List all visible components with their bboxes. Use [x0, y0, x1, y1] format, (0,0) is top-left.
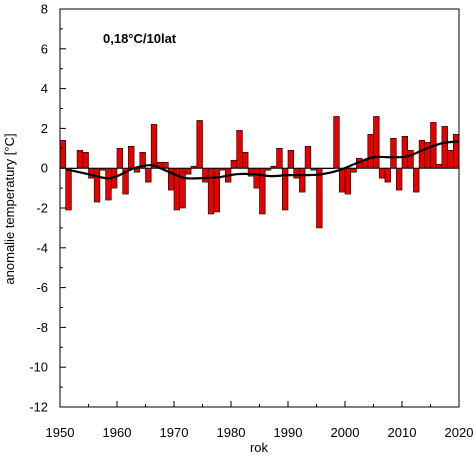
bar-1951	[59, 140, 66, 169]
y-tick-label: -10	[29, 360, 48, 375]
y-tick-label: -4	[36, 240, 48, 255]
bar-2011	[401, 136, 408, 169]
bar-1973	[185, 167, 192, 175]
bar-1966	[145, 167, 152, 183]
x-tick-label: 1970	[160, 425, 189, 440]
y-tick-label: -6	[36, 280, 48, 295]
bar-2006	[373, 116, 380, 169]
y-tick-label: -12	[29, 400, 48, 415]
x-tick-label: 1960	[103, 425, 132, 440]
bar-1994	[304, 146, 312, 169]
bar-1993	[299, 167, 306, 193]
bar-1954	[76, 149, 84, 169]
y-axis-title: anomalie temperatury [°C]	[2, 133, 17, 284]
x-tick-label: 1980	[217, 425, 246, 440]
bar-2005	[367, 134, 374, 169]
bar-1967	[150, 124, 158, 169]
bar-2007	[378, 167, 386, 179]
x-axis-title: rok	[250, 440, 269, 455]
y-tick-label: -2	[36, 201, 48, 216]
x-tick-label: 1950	[46, 425, 75, 440]
bar-2012	[407, 149, 414, 169]
bar-1976	[202, 167, 209, 183]
bar-2009	[390, 138, 397, 169]
bar-2020	[452, 134, 460, 169]
bar-2018	[441, 126, 448, 169]
bar-1977	[207, 167, 215, 215]
bar-1963	[128, 146, 135, 169]
y-tick-label: 8	[41, 2, 48, 17]
bar-2013	[413, 167, 420, 193]
bar-1972	[179, 167, 186, 209]
x-tick-label: 1990	[274, 425, 303, 440]
bar-2019	[447, 149, 454, 169]
bar-1996	[316, 167, 323, 229]
y-tick-label: -8	[36, 320, 48, 335]
bar-1955	[82, 151, 89, 169]
bar-1961	[116, 148, 123, 169]
y-tick-label: 0	[41, 161, 48, 176]
y-tick-label: 6	[41, 41, 48, 56]
bar-1989	[276, 148, 283, 169]
bar-1991	[287, 149, 294, 169]
bar-2001	[344, 167, 351, 195]
bar-2017	[435, 163, 443, 169]
bar-2014	[418, 140, 426, 169]
bar-1978	[213, 167, 220, 213]
bar-1957	[93, 167, 101, 203]
bar-2015	[424, 142, 431, 169]
bar-1992	[293, 167, 300, 179]
bar-1985	[253, 167, 260, 189]
x-tick-label: 2000	[331, 425, 360, 440]
bar-2000	[338, 167, 346, 193]
bar-1975	[196, 120, 203, 169]
bar-1956	[88, 167, 95, 179]
bar-1999	[333, 116, 340, 169]
x-tick-label: 2010	[388, 425, 417, 440]
bar-1959	[105, 167, 112, 201]
bar-1983	[242, 151, 249, 169]
y-tick-label: 4	[41, 81, 48, 96]
x-tick-label: 2020	[445, 425, 474, 440]
bar-1981	[230, 159, 237, 169]
bar-2008	[384, 167, 391, 183]
bar-1969	[162, 161, 169, 169]
trend-annotation: 0,18°C/10lat	[103, 31, 177, 46]
bar-2010	[395, 167, 403, 191]
axes-layer: 8 6 4 2 0 -2 -4 -6 -8 -10 -12 1950 1960 1970 1980 1990 2…	[29, 2, 473, 441]
y-tick-label: 2	[41, 121, 48, 136]
bar-1982	[236, 130, 243, 169]
bar-2002	[350, 167, 357, 173]
bar-1952	[65, 167, 72, 211]
